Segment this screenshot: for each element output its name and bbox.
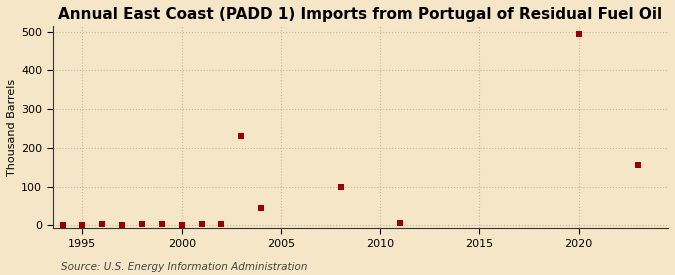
Point (216, 222, 227, 226)
Y-axis label: Thousand Barrels: Thousand Barrels (7, 79, 17, 176)
Point (176, 222, 187, 227)
Point (57, 223, 68, 227)
Point (395, 221, 406, 226)
Text: Source: U.S. Energy Information Administration: Source: U.S. Energy Information Administ… (61, 262, 307, 272)
Point (77, 222, 88, 227)
Point (136, 222, 147, 226)
Point (97, 222, 108, 226)
Point (157, 222, 167, 226)
Point (196, 222, 207, 226)
Point (256, 206, 267, 210)
Title: Annual East Coast (PADD 1) Imports from Portugal of Residual Fuel Oil: Annual East Coast (PADD 1) Imports from … (58, 7, 662, 22)
Point (117, 222, 128, 227)
Point (236, 134, 246, 138)
Point (573, 32, 584, 37)
Point (335, 184, 346, 189)
Point (633, 163, 644, 167)
